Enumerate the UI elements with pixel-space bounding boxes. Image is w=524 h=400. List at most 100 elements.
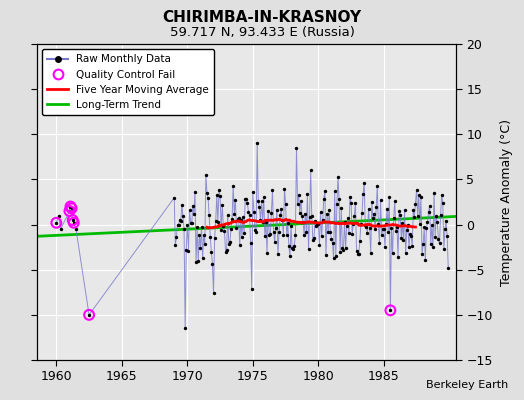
Point [298,212,306,219]
Point [320,196,328,202]
Point [401,250,410,256]
Point [363,230,372,236]
Point [287,222,295,229]
Point [374,221,383,228]
Point [375,240,384,246]
Point [433,219,442,226]
Point [345,230,353,236]
Point [275,229,283,235]
Point [302,228,311,235]
Point [276,212,285,219]
Point [256,217,265,223]
Point [213,191,221,198]
Point [396,212,405,218]
Point [386,307,395,314]
Point [264,207,272,214]
Point [432,213,440,220]
Point [418,251,426,257]
Point [211,235,219,241]
Point [172,234,181,240]
Point [395,208,403,215]
Point [244,208,253,215]
Point [286,253,294,260]
Point [441,226,449,232]
Point [334,174,342,180]
Point [238,233,246,240]
Point [425,202,434,209]
Point [66,203,74,210]
Point [376,197,385,204]
Point [278,217,287,223]
Point [294,192,303,198]
Point [253,140,261,146]
Point [434,236,443,242]
Point [204,195,212,202]
Point [335,196,343,202]
Point [233,216,242,222]
Point [424,209,433,215]
Point [417,194,425,200]
Point [223,246,231,253]
Point [336,249,344,255]
Point [410,213,419,220]
Point [343,223,351,229]
Point [344,214,352,221]
Point [280,185,289,192]
Point [357,221,365,228]
Point [381,244,389,250]
Point [403,222,412,228]
Point [283,220,292,226]
Point [389,215,398,222]
Point [311,218,319,225]
Point [214,219,222,225]
Point [372,204,380,211]
Point [325,206,333,213]
Point [349,221,357,227]
Point [258,219,267,225]
Point [174,221,183,228]
Point [227,226,235,233]
Point [52,220,61,226]
Point [308,213,316,219]
Point [378,226,387,232]
Point [281,200,290,207]
Point [254,198,263,204]
Point [240,230,248,237]
Point [207,249,215,256]
Point [57,226,65,232]
Point [268,187,277,193]
Point [416,221,424,228]
Point [185,207,194,214]
Point [362,224,370,230]
Point [394,254,402,260]
Point [267,210,276,216]
Point [331,188,339,194]
Point [170,194,178,201]
Point [266,230,275,237]
Point [358,210,366,217]
Point [435,240,444,247]
Point [338,245,346,251]
Point [66,208,74,214]
Point [443,232,451,239]
Point [388,250,397,256]
Point [347,200,355,206]
Point [309,237,317,243]
Point [385,194,394,200]
Point [323,210,331,217]
Point [304,246,313,252]
Point [330,255,338,261]
Point [303,191,312,198]
Point [196,245,205,252]
Point [307,167,315,173]
Point [350,212,358,219]
Point [85,312,93,318]
Point [235,242,244,248]
Point [364,206,373,212]
Point [54,212,63,219]
Point [260,233,269,240]
Point [366,250,375,256]
Point [316,209,325,216]
Point [356,238,364,245]
Point [293,200,302,207]
